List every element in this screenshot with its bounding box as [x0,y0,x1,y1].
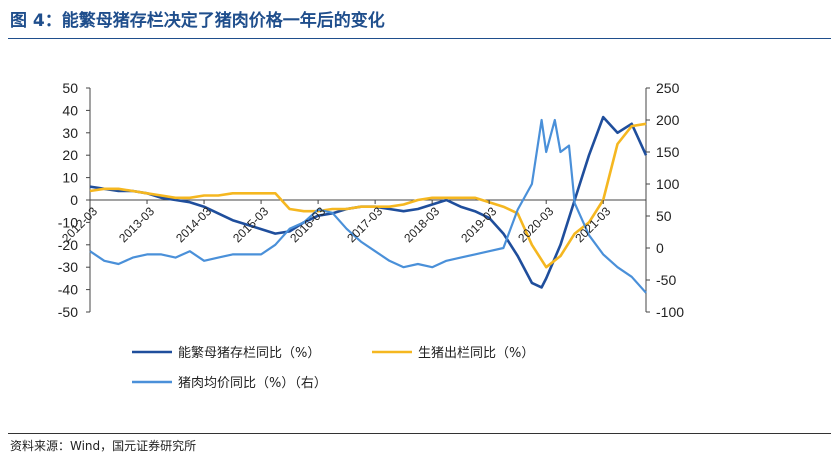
right-tick-label: 0 [656,240,664,256]
left-tick-label: -40 [58,282,78,298]
right-tick-label: 150 [656,144,680,160]
x-tick-label: 2014-03 [173,204,214,245]
legend-label-2: 生猪出栏同比（%） [418,346,534,361]
legend-label-3: 猪肉均价同比（%）（右） [178,376,327,391]
left-tick-label: 10 [62,170,78,186]
left-tick-label: 20 [62,147,78,163]
series-line-1 [89,115,648,289]
left-tick-label: -30 [58,259,78,275]
left-tick-label: -20 [58,237,78,253]
x-tick-label: 2019-03 [458,204,499,245]
right-tick-label: -100 [656,304,684,320]
source-divider [8,433,831,434]
left-tick-label: 40 [62,102,78,118]
source-note: 资料来源：Wind，国元证券研究所 [10,439,197,453]
chart-series [89,115,648,294]
series-line-3 [89,118,647,294]
right-tick-label: 50 [656,208,672,224]
legend-label-1: 能繁母猪存栏同比（%） [178,345,320,361]
right-tick-label: -50 [656,272,676,288]
title-divider [8,38,831,39]
x-tick-label: 2013-03 [116,204,157,245]
left-tick-label: 50 [62,80,78,96]
left-tick-label: 30 [62,125,78,141]
right-tick-label: 200 [656,112,680,128]
x-tick-label: 2015-03 [230,204,271,245]
x-tick-label: 2017-03 [344,204,385,245]
series-line-2 [89,122,647,269]
right-tick-label: 250 [656,80,680,96]
left-tick-label: -10 [58,214,78,230]
chart-legend: 能繁母猪存栏同比（%） 生猪出栏同比（%） 猪肉均价同比（%）（右） [132,345,534,391]
left-tick-label: -50 [58,304,78,320]
chart-title: 图 4：能繁母猪存栏决定了猪肉价格一年后的变化 [10,11,385,31]
right-tick-label: 100 [656,176,680,192]
left-tick-label: 0 [70,192,78,208]
